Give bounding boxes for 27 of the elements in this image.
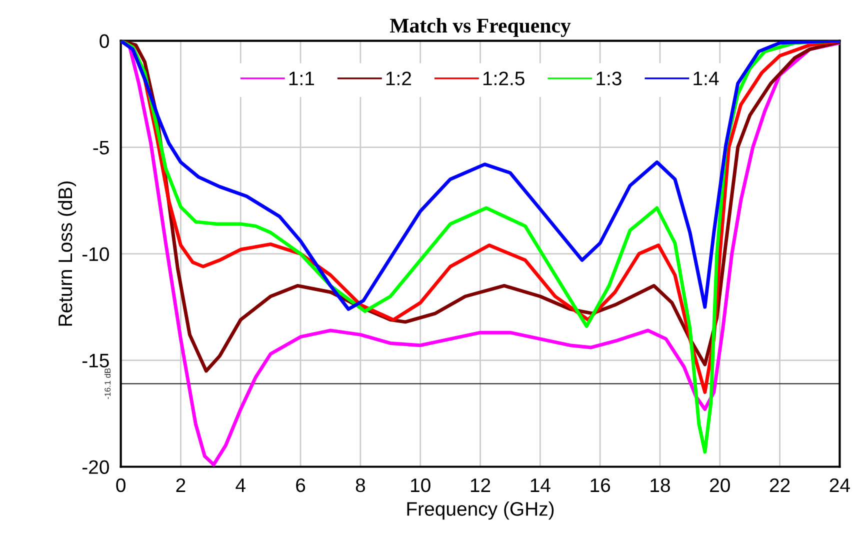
x-tick-label: 4 <box>236 478 246 492</box>
y-tick-label: -5 <box>93 140 109 155</box>
x-tick-label: 10 <box>411 478 430 492</box>
x-tick-label: 6 <box>296 478 306 492</box>
legend-label: 1:1 <box>289 72 314 86</box>
y-axis-title: Return Loss (dB) <box>58 181 76 326</box>
x-axis-title: Frequency (GHz) <box>407 502 554 520</box>
legend-label: 1:2 <box>386 72 411 86</box>
x-tick-label: 18 <box>650 478 670 492</box>
legend-label: 1:2.5 <box>483 72 524 86</box>
x-tick-label: 8 <box>356 478 366 492</box>
y-tick-label: -10 <box>82 247 109 262</box>
y-tick-label: -15 <box>82 354 109 368</box>
x-tick-label: 24 <box>830 478 850 492</box>
x-tick-label: 12 <box>470 478 490 492</box>
y-tick-label: 0 <box>100 34 109 48</box>
x-tick-label: 16 <box>590 478 610 492</box>
ref-line-label: -16.1 dB <box>104 368 111 400</box>
x-tick-label: 22 <box>770 478 790 492</box>
x-tick-label: 14 <box>530 478 550 492</box>
legend-label: 1:4 <box>694 72 719 86</box>
legend-label: 1:3 <box>596 72 622 86</box>
chart-title: Match vs Frequency <box>390 18 571 37</box>
x-tick-label: 20 <box>710 478 730 492</box>
x-tick-label: 2 <box>176 478 186 492</box>
x-tick-label: 0 <box>116 478 126 492</box>
y-tick-label: -20 <box>82 460 109 474</box>
